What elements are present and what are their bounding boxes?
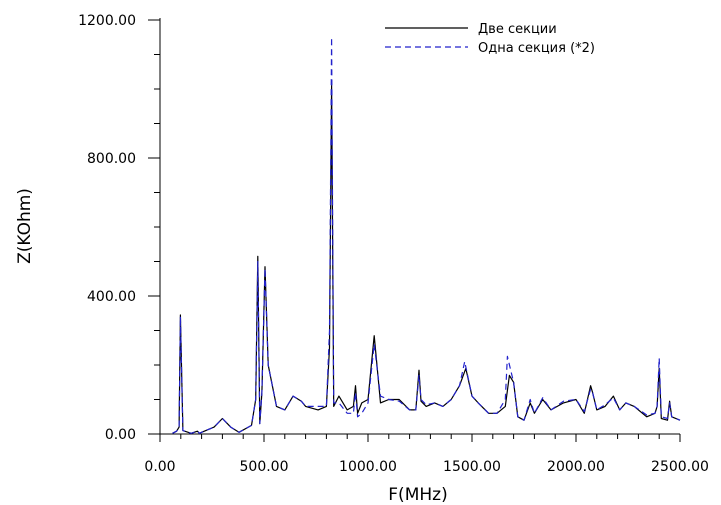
x-tick-label: 500.00 bbox=[240, 459, 289, 475]
x-tick-label: 2000.00 bbox=[547, 459, 605, 475]
x-axis: 0.00 500.00 1000.00 1500.00 2000.00 2500.00 F… bbox=[144, 433, 709, 505]
y-tick-label: 800.00 bbox=[87, 151, 136, 167]
y-tick-label: 1200.00 bbox=[78, 13, 136, 29]
y-tick-label: 0.00 bbox=[105, 427, 136, 443]
x-tick-label: 1500.00 bbox=[443, 459, 501, 475]
x-tick-label: 0.00 bbox=[144, 459, 175, 475]
legend-label-1: Одна секция (*2) bbox=[478, 41, 595, 56]
series-line-0 bbox=[172, 84, 681, 434]
y-axis-title: Z(KOhm) bbox=[15, 188, 35, 264]
x-axis-title: F(MHz) bbox=[388, 485, 447, 505]
legend: Две секции Одна секция (*2) bbox=[385, 22, 595, 56]
y-tick-label: 400.00 bbox=[87, 289, 136, 305]
series-layer bbox=[172, 36, 681, 434]
x-tick-label: 2500.00 bbox=[651, 459, 709, 475]
legend-label-0: Две секции bbox=[478, 22, 557, 37]
x-tick-label: 1000.00 bbox=[339, 459, 397, 475]
series-line-1 bbox=[172, 36, 681, 434]
y-axis: 0.00 400.00 800.00 1200.00 Z(KOhm) bbox=[15, 13, 161, 443]
